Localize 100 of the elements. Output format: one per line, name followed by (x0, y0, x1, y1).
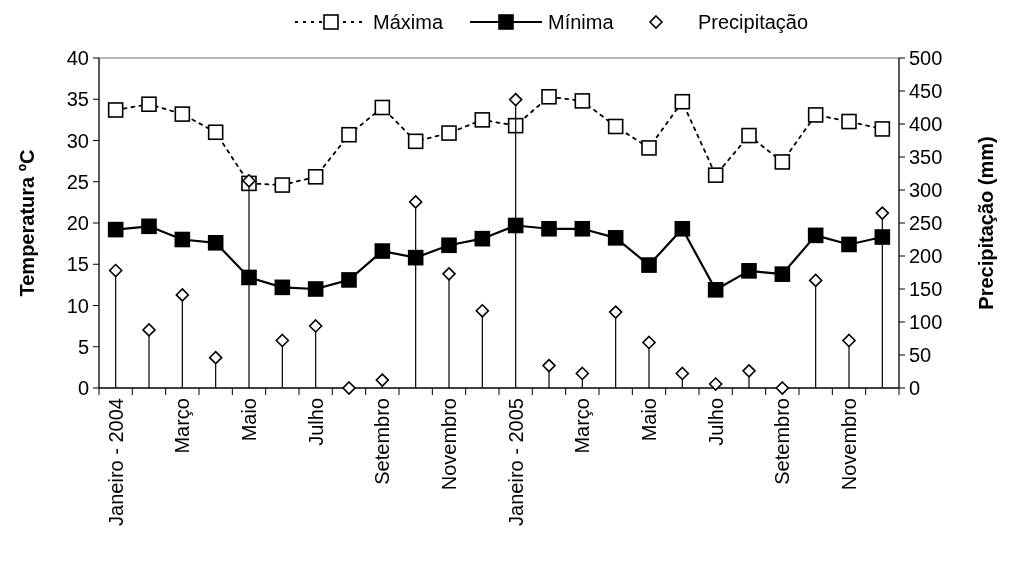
point (541, 220, 557, 237)
point (341, 272, 357, 288)
y2-tick-label: 450 (909, 80, 943, 102)
point (642, 335, 656, 350)
point (242, 173, 256, 188)
point (742, 364, 756, 378)
y2-tick-label: 0 (909, 377, 921, 399)
y2-tick-label: 50 (909, 344, 932, 366)
x-tick-label: Março (571, 398, 594, 454)
point (475, 303, 490, 318)
point (542, 358, 556, 373)
point (574, 220, 591, 237)
point (708, 377, 723, 391)
y-tick-label: 5 (77, 335, 89, 358)
legend-label: Precipitação (698, 11, 809, 33)
point (707, 282, 724, 298)
point (474, 112, 491, 128)
point (575, 366, 590, 381)
x-tick-label: Setembro (371, 398, 394, 485)
point (107, 102, 124, 118)
point (174, 231, 191, 248)
point (275, 333, 290, 348)
y2-tick-label: 200 (909, 245, 943, 267)
y2-tick-label: 100 (909, 311, 943, 333)
point (774, 266, 791, 282)
point (407, 133, 424, 150)
point (808, 273, 823, 288)
point (108, 263, 123, 278)
point (274, 177, 291, 193)
y-tick-label: 10 (66, 294, 89, 317)
point (408, 195, 423, 209)
y-tick-label: 30 (66, 129, 89, 152)
point (141, 96, 157, 112)
y-tick-label: 15 (66, 253, 89, 276)
point (608, 305, 623, 319)
x-tick-label: Julho (304, 398, 327, 446)
point (807, 107, 824, 123)
point (207, 235, 224, 251)
point (707, 167, 724, 183)
point (442, 267, 456, 281)
y-tick-label: 0 (77, 377, 89, 399)
point (441, 125, 457, 141)
point (641, 140, 657, 156)
x-tick-label: Janeiro - 2005 (504, 398, 527, 526)
point (841, 236, 857, 253)
point (208, 350, 223, 365)
point (674, 93, 691, 110)
point (574, 93, 591, 109)
point (107, 221, 124, 238)
y2-tick-label: 250 (909, 212, 943, 234)
point (174, 106, 191, 122)
y-tick-label: 35 (66, 88, 89, 111)
point (842, 333, 856, 348)
point (374, 99, 391, 116)
point (674, 220, 691, 237)
x-tick-label: Maio (238, 398, 260, 442)
x-tick-label: Março (171, 398, 194, 454)
point (342, 381, 356, 395)
point (841, 113, 857, 130)
point (741, 127, 757, 144)
x-tick-label: Janeiro - 2004 (104, 398, 127, 526)
point (341, 126, 357, 143)
y2-tick-label: 500 (909, 47, 943, 69)
point (207, 124, 224, 141)
point (308, 319, 323, 333)
x-tick-label: Maio (638, 398, 660, 442)
y2-tick-label: 350 (909, 146, 943, 168)
x-tick-label: Novembro (438, 398, 460, 491)
point (375, 373, 390, 387)
point (274, 279, 291, 296)
y-tick-label: 20 (66, 212, 89, 234)
point (741, 263, 757, 279)
point (641, 257, 657, 273)
point (774, 154, 791, 170)
point (374, 243, 391, 259)
point (307, 169, 324, 185)
x-tick-label: Novembro (838, 398, 860, 491)
y-axis-title: Temperatura ºC (16, 149, 38, 297)
point (607, 230, 624, 246)
point (441, 237, 457, 254)
y-tick-label: 25 (66, 170, 89, 193)
point (474, 230, 491, 247)
x-tick-label: Setembro (771, 398, 794, 485)
y2-tick-label: 150 (909, 278, 943, 300)
point (141, 218, 157, 235)
point (874, 121, 891, 137)
point (875, 206, 890, 220)
point (307, 281, 324, 297)
point (607, 118, 624, 135)
y2-tick-label: 400 (909, 113, 943, 135)
point (874, 229, 891, 245)
point (508, 92, 523, 107)
point (142, 323, 156, 337)
point (775, 381, 790, 395)
y2-axis-title: Precipitação (mm) (975, 136, 997, 310)
y-tick-label: 40 (66, 47, 89, 69)
legend-label: Mínima (548, 11, 615, 33)
legend-label: Máxima (373, 11, 444, 33)
y2-tick-label: 300 (909, 179, 943, 201)
point (175, 288, 190, 302)
